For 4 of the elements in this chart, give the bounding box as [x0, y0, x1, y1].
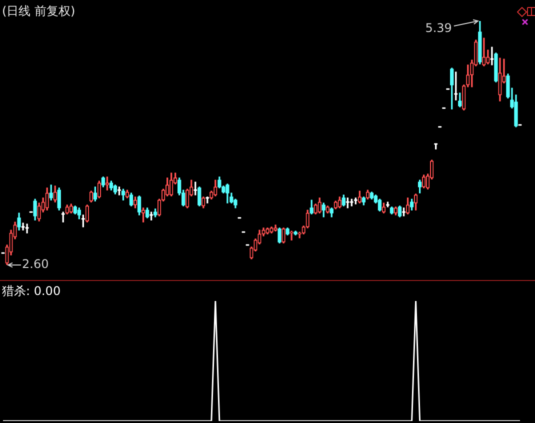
annotation: 5.39 [425, 21, 452, 36]
chart-title: (日线 前复权) [2, 3, 76, 20]
text: 猎杀: 0.00 [2, 284, 61, 298]
annotation: 2.60 [22, 257, 49, 272]
